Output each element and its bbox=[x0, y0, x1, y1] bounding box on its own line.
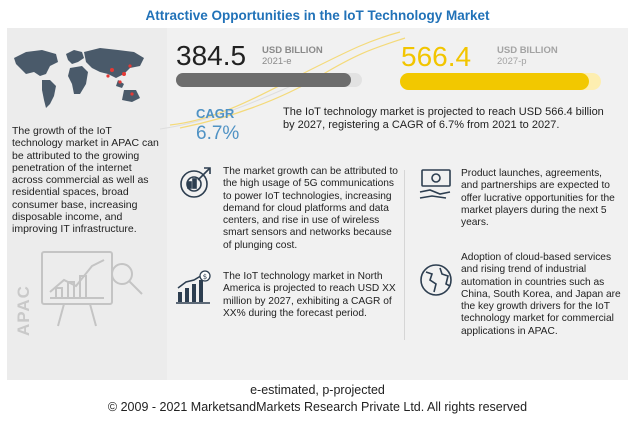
market-bar-2021 bbox=[176, 73, 351, 87]
page-title: Attractive Opportunities in the IoT Tech… bbox=[145, 8, 490, 23]
apac-label: APAC bbox=[14, 285, 33, 336]
apac-description: The growth of the IoT technology market … bbox=[12, 125, 159, 236]
unit-year-2027: 2027-p bbox=[497, 56, 527, 67]
unit-label-2021: USD BILLION 2021-e bbox=[262, 45, 323, 67]
unit-currency-2021: USD BILLION bbox=[262, 45, 323, 56]
money-hand-icon bbox=[419, 169, 451, 199]
footnote: e-estimated, p-projected bbox=[250, 383, 385, 397]
insight-product-launches-text: Product launches, agreements, and partne… bbox=[461, 168, 615, 229]
bar-chart-dollar-icon: $ bbox=[176, 270, 211, 304]
analytics-chart-icon bbox=[41, 251, 143, 327]
market-bar-2027 bbox=[400, 73, 589, 90]
insight-5g-text: The market growth can be attributed to t… bbox=[223, 166, 398, 251]
insight-north-america-text: The IoT technology market in North Ameri… bbox=[223, 271, 396, 319]
unit-currency-2027: USD BILLION bbox=[497, 45, 558, 56]
market-value-2021: 384.5 bbox=[176, 40, 247, 71]
apac-column bbox=[7, 28, 167, 380]
cagr-label: CAGR bbox=[196, 106, 235, 121]
unit-year-2021: 2021-e bbox=[262, 56, 292, 67]
target-growth-icon bbox=[180, 167, 211, 198]
copyright: © 2009 - 2021 MarketsandMarkets Research… bbox=[107, 400, 528, 414]
insight-cloud-adoption-text: Adoption of cloud-based services and ris… bbox=[461, 252, 621, 337]
svg-text:$: $ bbox=[203, 273, 207, 281]
column-divider bbox=[404, 170, 405, 340]
world-map-icon bbox=[14, 48, 144, 108]
market-summary: The IoT technology market is projected t… bbox=[283, 106, 604, 132]
cagr-value: 6.7% bbox=[196, 123, 240, 144]
globe-icon bbox=[420, 264, 452, 296]
market-value-2027: 566.4 bbox=[401, 41, 472, 72]
unit-label-2027: USD BILLION 2027-p bbox=[497, 45, 558, 67]
